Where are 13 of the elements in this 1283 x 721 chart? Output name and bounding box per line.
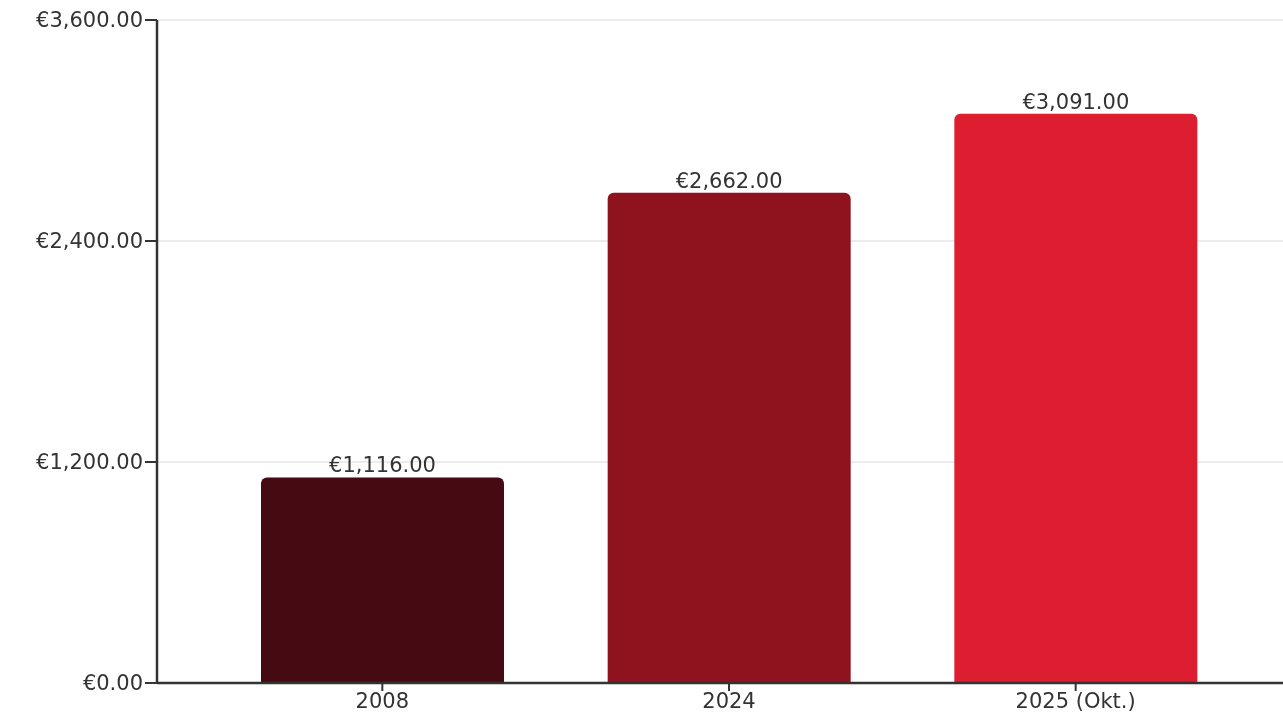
bar xyxy=(954,113,1198,683)
y-tick-label: €0.00 xyxy=(82,671,143,696)
data-label: €3,091.00 xyxy=(1022,89,1130,114)
x-tick-label: 2008 xyxy=(355,688,410,713)
bar xyxy=(261,477,504,683)
y-tick-label: €1,200.00 xyxy=(36,450,143,475)
data-label: €2,662.00 xyxy=(675,168,783,193)
y-tick-label: €3,600.00 xyxy=(36,8,143,33)
x-tick-label: 2024 xyxy=(702,688,756,713)
bar xyxy=(607,192,851,683)
y-tick-label: €2,400.00 xyxy=(36,229,143,254)
x-tick-label: 2025 (Okt.) xyxy=(1015,688,1136,713)
data-label: €1,116.00 xyxy=(329,453,436,478)
